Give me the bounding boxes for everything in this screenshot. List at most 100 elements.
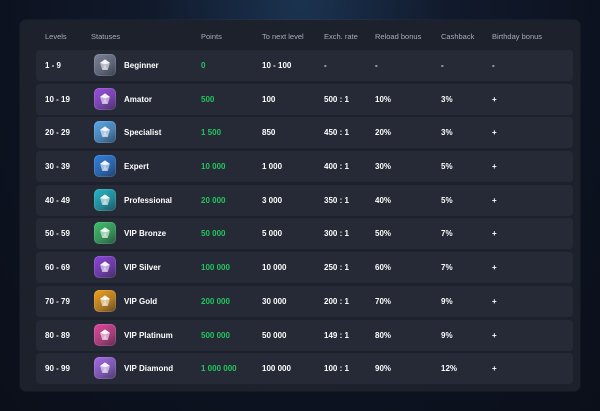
birthday-bonus-cell: + <box>492 296 497 306</box>
status-name: VIP Bronze <box>124 229 167 239</box>
birthday-bonus-cell: - <box>492 61 495 70</box>
points-cell: 1 000 000 <box>201 364 237 374</box>
table-row: 1 - 9 Beginner 0 10 - 100 - - - - <box>36 50 573 81</box>
cashback-cell: 12% <box>441 364 458 374</box>
birthday-bonus-cell: + <box>492 263 497 273</box>
status-name: Amator <box>124 94 153 104</box>
status-name: VIP Platinum <box>124 330 173 340</box>
table-row: 70 - 79 VIP Gold 200 000 30 000 200 : 1 70% 9%… <box>36 285 573 317</box>
next-level-cell: 3 000 <box>262 195 283 205</box>
next-level-cell: 10 - 100 <box>262 61 292 70</box>
exch-rate-cell: 149 : 1 <box>324 330 349 340</box>
points-cell: 20 000 <box>201 195 226 205</box>
birthday-bonus-cell: + <box>492 94 497 104</box>
points-cell: 100 000 <box>201 263 230 273</box>
birthday-bonus-cell: + <box>492 364 497 374</box>
next-level-cell: 50 000 <box>262 330 287 340</box>
level-cell: 40 - 49 <box>45 195 70 205</box>
table-row: 60 - 69 VIP Silver 100 000 10 000 250 : 1 60%… <box>36 252 573 284</box>
points-cell: 200 000 <box>201 296 230 306</box>
birthday-bonus-cell: + <box>492 128 497 138</box>
header-statuses: Statuses <box>91 32 121 41</box>
table-row: 50 - 59 VIP Bronze 50 000 5 000 300 : 1 50% 7%… <box>36 218 573 250</box>
points-cell: 10 000 <box>201 162 226 172</box>
cashback-cell: 9% <box>441 296 453 306</box>
next-level-cell: 100 <box>262 94 276 104</box>
exch-rate-cell: 300 : 1 <box>324 229 349 239</box>
birthday-bonus-cell: + <box>492 162 497 172</box>
level-cell: 1 - 9 <box>45 61 62 70</box>
reload-bonus-cell: 70% <box>375 296 392 306</box>
cashback-cell: 9% <box>441 330 453 340</box>
reload-bonus-cell: 30% <box>375 162 392 172</box>
points-cell: 1 500 <box>201 128 222 138</box>
exch-rate-cell: 450 : 1 <box>324 128 349 138</box>
cashback-cell: 7% <box>441 263 453 273</box>
points-cell: 500 <box>201 94 215 104</box>
levels-table: 1 - 9 Beginner 0 10 - 100 - - - - 10 - 19 Amator 5… <box>36 50 573 387</box>
green-crystal-icon <box>94 222 116 245</box>
purple-gem-icon <box>94 87 116 110</box>
table-row: 80 - 89 VIP Platinum 500 000 50 000 149 : 1 8… <box>36 319 573 351</box>
level-cell: 70 - 79 <box>45 296 70 306</box>
reload-bonus-cell: - <box>375 61 378 70</box>
exch-rate-cell: 250 : 1 <box>324 263 349 273</box>
rainbow-gems-icon <box>94 357 116 380</box>
exch-rate-cell: 200 : 1 <box>324 296 349 306</box>
level-cell: 20 - 29 <box>45 128 70 138</box>
header-exch-rate: Exch. rate <box>324 32 358 41</box>
blue-crystal-icon <box>94 121 116 144</box>
status-name: Expert <box>124 162 149 172</box>
birthday-bonus-cell: + <box>492 229 497 239</box>
reload-bonus-cell: 20% <box>375 128 392 138</box>
reload-bonus-cell: 50% <box>375 229 392 239</box>
cashback-cell: 5% <box>441 162 453 172</box>
status-name: Professional <box>124 195 173 205</box>
status-name: VIP Diamond <box>124 364 174 374</box>
next-level-cell: 30 000 <box>262 296 287 306</box>
points-cell: 500 000 <box>201 330 230 340</box>
reload-bonus-cell: 10% <box>375 94 392 104</box>
cashback-cell: 3% <box>441 128 453 138</box>
header-next-level: To next level <box>262 32 304 41</box>
exch-rate-cell: 350 : 1 <box>324 195 349 205</box>
reload-bonus-cell: 90% <box>375 364 392 374</box>
next-level-cell: 5 000 <box>262 229 283 239</box>
exch-rate-cell: - <box>324 61 327 70</box>
points-cell: 0 <box>201 61 206 70</box>
header-points: Points <box>201 32 222 41</box>
header-reload-bonus: Reload bonus <box>375 32 422 41</box>
grey-gem-icon <box>94 54 116 76</box>
header-birthday-bonus: Birthday bonus <box>492 32 543 41</box>
table-header: Levels Statuses Points To next level Exc… <box>20 20 580 52</box>
level-cell: 80 - 89 <box>45 330 70 340</box>
exch-rate-cell: 100 : 1 <box>324 364 349 374</box>
status-name: Specialist <box>124 128 162 138</box>
level-cell: 50 - 59 <box>45 229 70 239</box>
reload-bonus-cell: 60% <box>375 263 392 273</box>
exch-rate-cell: 500 : 1 <box>324 94 349 104</box>
birthday-bonus-cell: + <box>492 330 497 340</box>
table-row: 20 - 29 Specialist 1 500 850 450 : 1 20% 3% + <box>36 117 573 149</box>
level-cell: 10 - 19 <box>45 94 70 104</box>
table-row: 10 - 19 Amator 500 100 500 : 1 10% 3% + <box>36 83 573 115</box>
table-row: 90 - 99 VIP Diamond 1 000 000 100 000 100 : … <box>36 353 573 385</box>
violet-gems-icon <box>94 256 116 279</box>
level-cell: 90 - 99 <box>45 364 70 374</box>
reload-bonus-cell: 40% <box>375 195 392 205</box>
level-cell: 30 - 39 <box>45 162 70 172</box>
next-level-cell: 100 000 <box>262 364 291 374</box>
table-row: 40 - 49 Professional 20 000 3 000 350 : 1 40%… <box>36 184 573 216</box>
birthday-bonus-cell: + <box>492 195 497 205</box>
level-cell: 60 - 69 <box>45 263 70 273</box>
cashback-cell: 7% <box>441 229 453 239</box>
teal-diamond-icon <box>94 188 116 211</box>
vip-levels-panel: Levels Statuses Points To next level Exc… <box>20 20 580 391</box>
cashback-cell: 3% <box>441 94 453 104</box>
status-name: VIP Silver <box>124 263 161 273</box>
cashback-cell: - <box>441 61 444 70</box>
next-level-cell: 10 000 <box>262 263 287 273</box>
cashback-cell: 5% <box>441 195 453 205</box>
blue-gem-icon <box>94 155 116 178</box>
pink-gems-icon <box>94 323 116 346</box>
